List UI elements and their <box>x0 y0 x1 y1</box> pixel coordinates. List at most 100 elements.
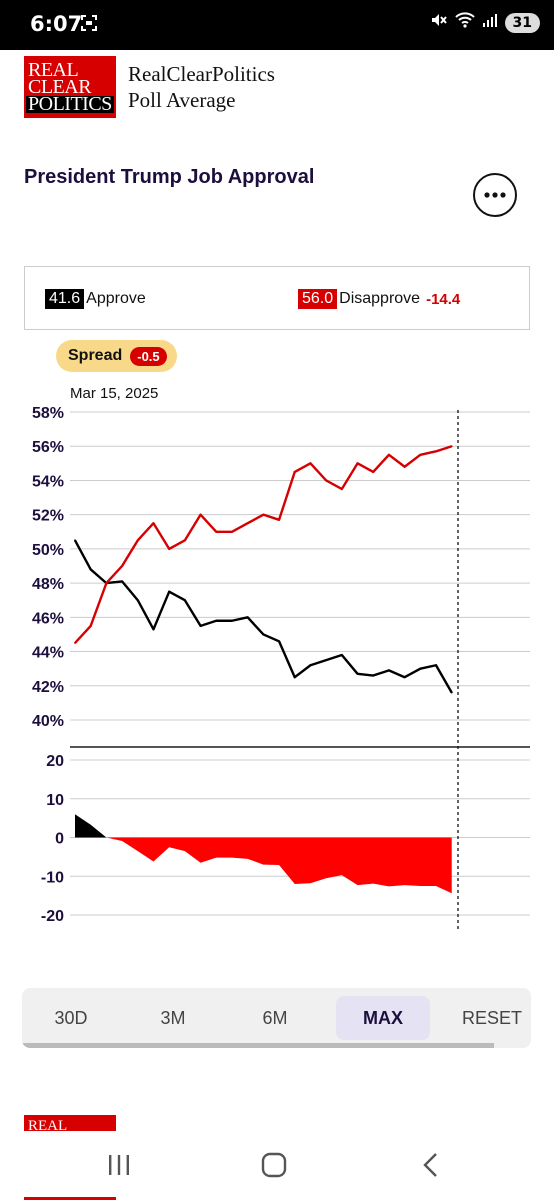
data-point-approve <box>183 599 186 602</box>
tabs-scrollbar[interactable] <box>22 1043 494 1048</box>
logo-line: POLITICS <box>26 93 114 115</box>
nav-back-icon[interactable] <box>418 1152 444 1183</box>
legend-disapprove[interactable]: 56.0 Disapprove -14.4 <box>298 289 460 309</box>
data-point-disapprove <box>199 513 202 516</box>
logo-line: CLEAR <box>28 76 92 98</box>
more-icon <box>484 192 506 198</box>
y-tick-label: 56% <box>32 439 64 456</box>
spread-value: -0.5 <box>130 346 167 366</box>
data-point-disapprove <box>293 470 296 473</box>
y-tick-label: 50% <box>32 542 64 559</box>
data-point-approve <box>435 664 437 667</box>
data-point-approve <box>121 580 123 583</box>
data-point-disapprove <box>105 582 108 585</box>
data-point-approve <box>152 628 155 631</box>
rcp-logo-partial: REAL <box>24 1115 116 1131</box>
y-tick-label: 52% <box>32 508 64 525</box>
approve-label: Approve <box>86 290 146 307</box>
status-time: 6:07 <box>30 12 83 36</box>
data-point-disapprove <box>168 547 171 550</box>
data-point-approve <box>231 619 233 622</box>
data-point-disapprove <box>372 470 375 473</box>
brand-line: Poll Average <box>128 88 236 112</box>
range-tabs: 30D 3M 6M MAX RESET <box>22 988 531 1048</box>
data-point-disapprove <box>403 465 406 468</box>
tab-6m[interactable]: 6M <box>262 1007 288 1028</box>
nav-recent-icon[interactable] <box>106 1152 132 1183</box>
y-tick-label: 20 <box>46 753 64 770</box>
data-point-approve <box>74 539 76 542</box>
logo-line: REAL <box>28 1118 68 1131</box>
spread-badge: Spread -0.5 <box>56 340 177 372</box>
data-point-disapprove <box>419 453 422 456</box>
data-point-approve <box>136 599 139 602</box>
legend-box: 41.6 Approve 56.0 Disapprove -14.4 <box>24 266 530 330</box>
brand-name: RealClearPolitics Poll Average <box>128 61 275 113</box>
data-point-disapprove <box>450 445 453 448</box>
data-point-approve <box>403 676 406 679</box>
data-point-approve <box>340 654 343 656</box>
series-line-approve <box>73 539 453 694</box>
y-tick-label: 44% <box>32 645 64 662</box>
data-point-disapprove <box>74 642 76 644</box>
more-options-button[interactable] <box>473 173 517 217</box>
rcp-logo[interactable]: REAL CLEAR POLITICS <box>24 56 116 118</box>
data-point-approve <box>309 664 312 667</box>
data-point-disapprove <box>183 539 186 542</box>
data-point-disapprove <box>356 462 359 465</box>
legend-approve[interactable]: 41.6 Approve <box>45 289 146 309</box>
y-tick-label: 48% <box>32 576 64 593</box>
net-value: -14.4 <box>426 290 461 308</box>
site-header: REAL CLEAR POLITICS RealClearPolitics Po… <box>24 56 275 118</box>
data-point-disapprove <box>262 513 265 516</box>
hover-date: Mar 15, 2025 <box>70 385 159 402</box>
data-point-approve <box>168 590 171 593</box>
approval-chart[interactable]: 58% 56% 54% 52% 50% 48% 46% 44% 42% 40% 20 10 0 -10 -2… <box>0 400 554 940</box>
tab-max[interactable]: MAX <box>336 996 430 1040</box>
data-point-disapprove <box>435 450 437 453</box>
y-tick-label: -10 <box>41 869 64 886</box>
data-point-disapprove <box>388 453 390 456</box>
y-tick-label: 42% <box>32 679 64 696</box>
data-point-approve <box>388 669 390 672</box>
nav-home-icon[interactable] <box>261 1152 287 1183</box>
data-point-approve <box>293 676 296 679</box>
data-point-approve <box>325 659 328 662</box>
data-point-disapprove <box>278 518 280 521</box>
system-nav-bar <box>0 1132 554 1200</box>
tab-reset[interactable]: RESET <box>462 1007 523 1028</box>
spread-area-negative <box>75 837 452 894</box>
data-point-disapprove <box>309 462 312 465</box>
y-tick-label: 0 <box>55 831 64 848</box>
data-point-approve <box>356 672 359 675</box>
data-point-disapprove <box>246 522 249 525</box>
screenshot-icon <box>80 14 98 37</box>
data-point-disapprove <box>231 530 233 533</box>
data-point-approve <box>246 616 249 619</box>
y-tick-label: 40% <box>32 713 64 730</box>
data-point-approve <box>278 640 280 643</box>
logo-line: REAL <box>28 59 79 81</box>
data-point-approve <box>89 568 92 571</box>
y-tick-label: 10 <box>46 792 64 809</box>
tab-30d[interactable]: 30D <box>54 1007 88 1028</box>
battery-indicator: 31 <box>504 12 540 33</box>
spread-label: Spread <box>68 347 123 364</box>
brand-line: RealClearPolitics <box>128 62 275 86</box>
data-point-disapprove <box>215 530 218 533</box>
disapprove-label: Disapprove <box>339 290 421 307</box>
data-point-approve <box>262 633 265 636</box>
data-point-approve <box>215 619 218 622</box>
data-point-disapprove <box>325 479 328 482</box>
mute-icon <box>430 11 448 34</box>
data-point-disapprove <box>152 522 155 525</box>
data-point-disapprove <box>121 565 123 567</box>
y-tick-label: -20 <box>41 908 64 925</box>
data-point-approve <box>372 674 375 677</box>
data-point-disapprove <box>89 624 92 627</box>
data-point-approve <box>419 667 422 670</box>
signal-icon <box>482 12 498 33</box>
series-line-disapprove <box>74 445 453 644</box>
wifi-icon <box>454 11 475 34</box>
tab-3m[interactable]: 3M <box>160 1007 186 1028</box>
